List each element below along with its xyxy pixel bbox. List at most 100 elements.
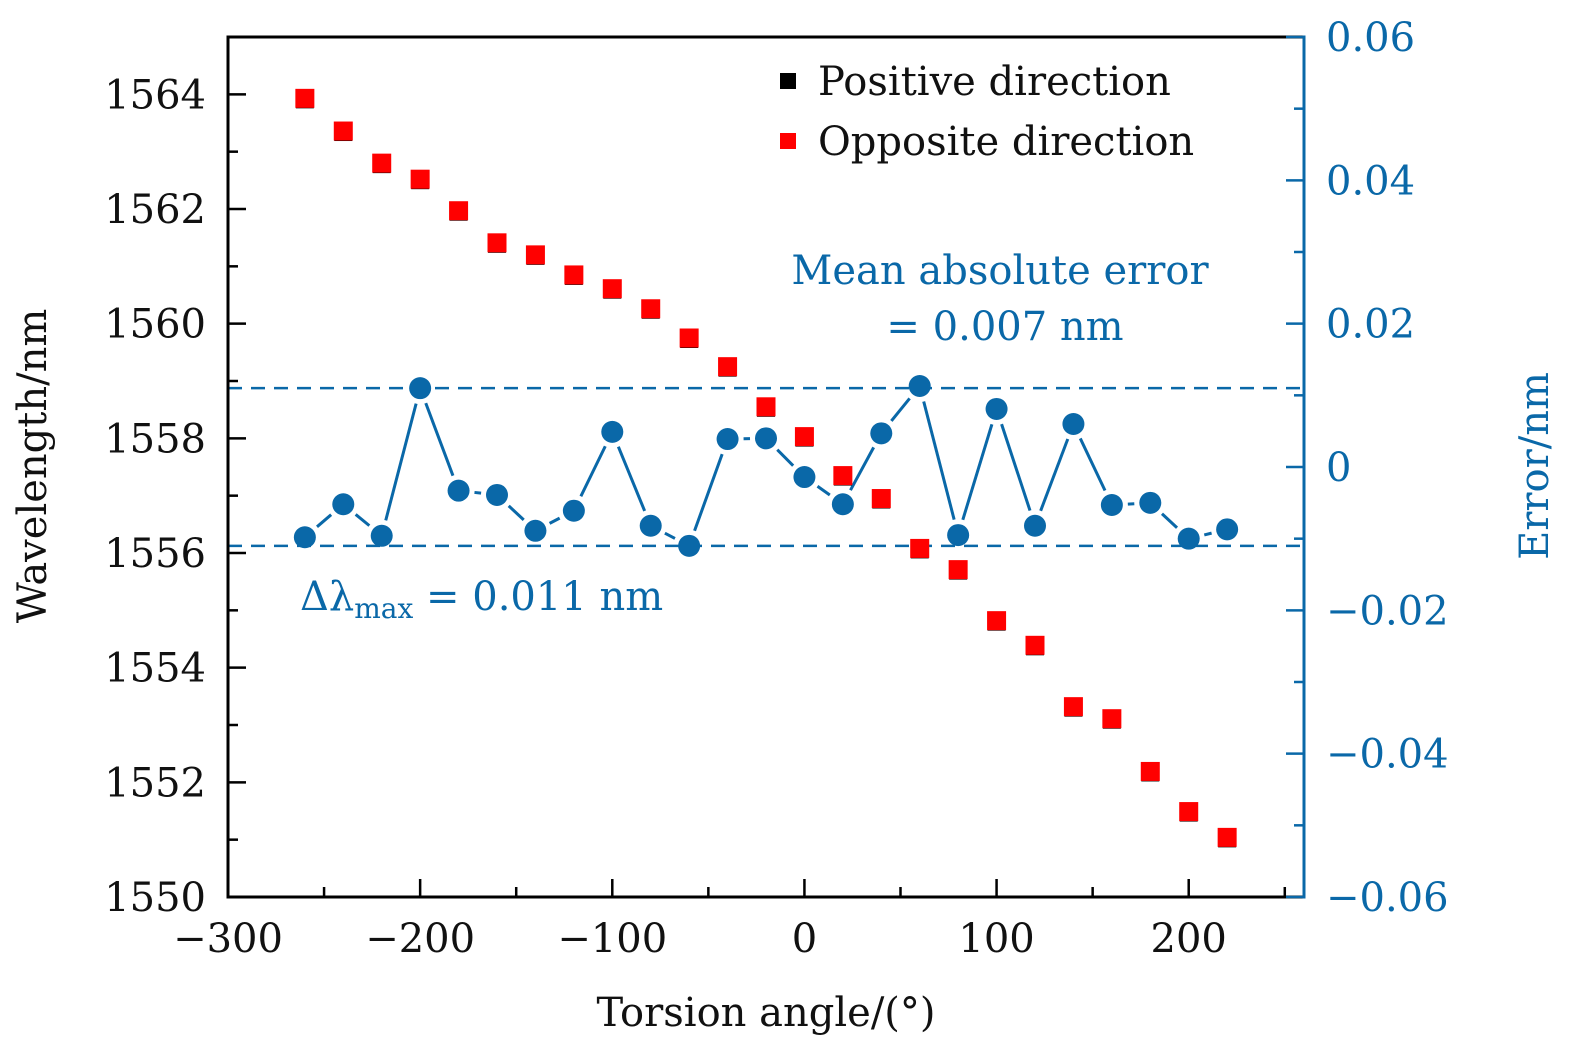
- annotation-mean-absolute-error-line1: Mean absolute error: [791, 248, 1209, 294]
- error-point: [793, 466, 816, 489]
- error-point: [947, 524, 970, 547]
- error-point: [409, 377, 432, 400]
- y-tick-label: 1562: [104, 187, 206, 233]
- opposite-point: [410, 169, 430, 189]
- error-point: [678, 534, 701, 557]
- opposite-point: [679, 328, 699, 348]
- delta-lambda-symbol: Δλ: [300, 574, 354, 620]
- error-point: [524, 519, 547, 542]
- opposite-point: [1217, 827, 1237, 847]
- opposite-point: [487, 233, 507, 253]
- opposite-point: [449, 201, 469, 221]
- y2-tick-label: −0.06: [1326, 875, 1449, 921]
- error-line-segment: [579, 445, 607, 497]
- error-line-segment: [424, 402, 455, 477]
- error-line-segment: [776, 448, 795, 467]
- error-line-segment: [548, 516, 561, 525]
- y2-tick-label: −0.04: [1326, 732, 1449, 778]
- opposite-point: [641, 299, 661, 319]
- error-point: [1062, 413, 1085, 435]
- error-point: [831, 493, 854, 516]
- opposite-point: [564, 265, 584, 285]
- annotation-delta-lambda-max: Δλmax = 0.011 nm: [300, 574, 663, 625]
- opposite-point: [1140, 761, 1160, 781]
- annotation-mean-absolute-error-line2: = 0.007 nm: [886, 304, 1123, 350]
- error-line-segment: [693, 453, 724, 532]
- error-line-segment: [890, 397, 911, 422]
- error-line-segment: [616, 446, 647, 512]
- x-tick-label: −300: [173, 916, 283, 962]
- error-point: [1216, 518, 1239, 541]
- opposite-point: [525, 245, 545, 265]
- tick-labels: −300 −200 −100 0 100 200 1550 1552 1554 1556 1558 1…: [104, 15, 1448, 962]
- error-point: [639, 514, 662, 537]
- legend-marker-opposite: [780, 133, 796, 149]
- error-points: [293, 375, 1239, 557]
- error-line: [316, 397, 1212, 540]
- error-line-segment: [507, 504, 525, 521]
- opposite-point: [1025, 635, 1045, 655]
- error-line-segment: [1039, 438, 1070, 512]
- opposite-point: [718, 357, 738, 377]
- delta-lambda-value: = 0.011 nm: [413, 574, 663, 620]
- error-point: [1100, 493, 1123, 516]
- x-tick-label: 0: [792, 916, 817, 962]
- y2-tick-label: 0.06: [1326, 15, 1415, 61]
- y2-axis-title: Error/nm: [1512, 372, 1558, 560]
- opposite-point: [1063, 697, 1083, 717]
- error-point: [293, 526, 316, 549]
- error-line-segment: [1000, 423, 1032, 512]
- opposite-point: [833, 466, 853, 486]
- opposite-point: [871, 489, 891, 509]
- legend-label-positive: Positive direction: [818, 59, 1171, 105]
- error-point: [1177, 527, 1200, 550]
- x-tick-label: 200: [1151, 916, 1227, 962]
- opposite-point: [756, 397, 776, 417]
- x-tick-label: −100: [557, 916, 667, 962]
- legend-marker-positive: [780, 73, 796, 89]
- error-line-segment: [961, 423, 994, 521]
- y2-tick-label: 0.04: [1326, 158, 1415, 204]
- error-line-segment: [1160, 512, 1179, 529]
- legend: Positive direction Opposite direction: [780, 59, 1194, 165]
- error-point: [332, 493, 355, 516]
- y-axis-title: Wavelength/nm: [10, 309, 56, 624]
- error-point: [601, 420, 624, 443]
- y-tick-label: 1552: [104, 760, 206, 806]
- y2-tick-label: −0.02: [1326, 588, 1449, 634]
- opposite-point: [794, 427, 814, 447]
- error-line-segment: [1078, 437, 1107, 492]
- error-line-segment: [384, 403, 418, 521]
- y2-tick-label: 0: [1326, 445, 1351, 491]
- opposite-point: [987, 611, 1007, 631]
- error-line-segment: [474, 490, 482, 495]
- delta-lambda-subscript: max: [354, 592, 413, 625]
- legend-label-opposite: Opposite direction: [818, 119, 1194, 165]
- error-point: [447, 479, 470, 502]
- opposite-direction-points: [295, 88, 1237, 847]
- opposite-point: [1102, 709, 1122, 729]
- y-tick-label: 1564: [104, 72, 206, 118]
- y2-tick-label: 0.02: [1326, 302, 1415, 348]
- axes: [226, 35, 1306, 899]
- error-line-segment: [664, 531, 676, 540]
- x-axis-title: Torsion angle/(°): [596, 990, 935, 1036]
- y-tick-label: 1550: [104, 875, 206, 921]
- error-point: [562, 499, 585, 522]
- y-tick-label: 1560: [104, 302, 206, 348]
- y-tick-label: 1554: [104, 646, 206, 692]
- opposite-point: [602, 279, 622, 299]
- opposite-point: [1179, 802, 1199, 822]
- opposite-point: [910, 538, 930, 558]
- y-tick-label: 1556: [104, 531, 206, 577]
- x-tick-label: −200: [365, 916, 475, 962]
- opposite-point: [295, 88, 315, 108]
- y-tick-label: 1558: [104, 416, 206, 462]
- error-point: [370, 524, 393, 547]
- error-point: [1024, 514, 1046, 537]
- error-point: [870, 422, 893, 445]
- opposite-point: [372, 153, 392, 173]
- x-tick-label: 100: [958, 916, 1034, 962]
- error-line-segment: [316, 513, 333, 528]
